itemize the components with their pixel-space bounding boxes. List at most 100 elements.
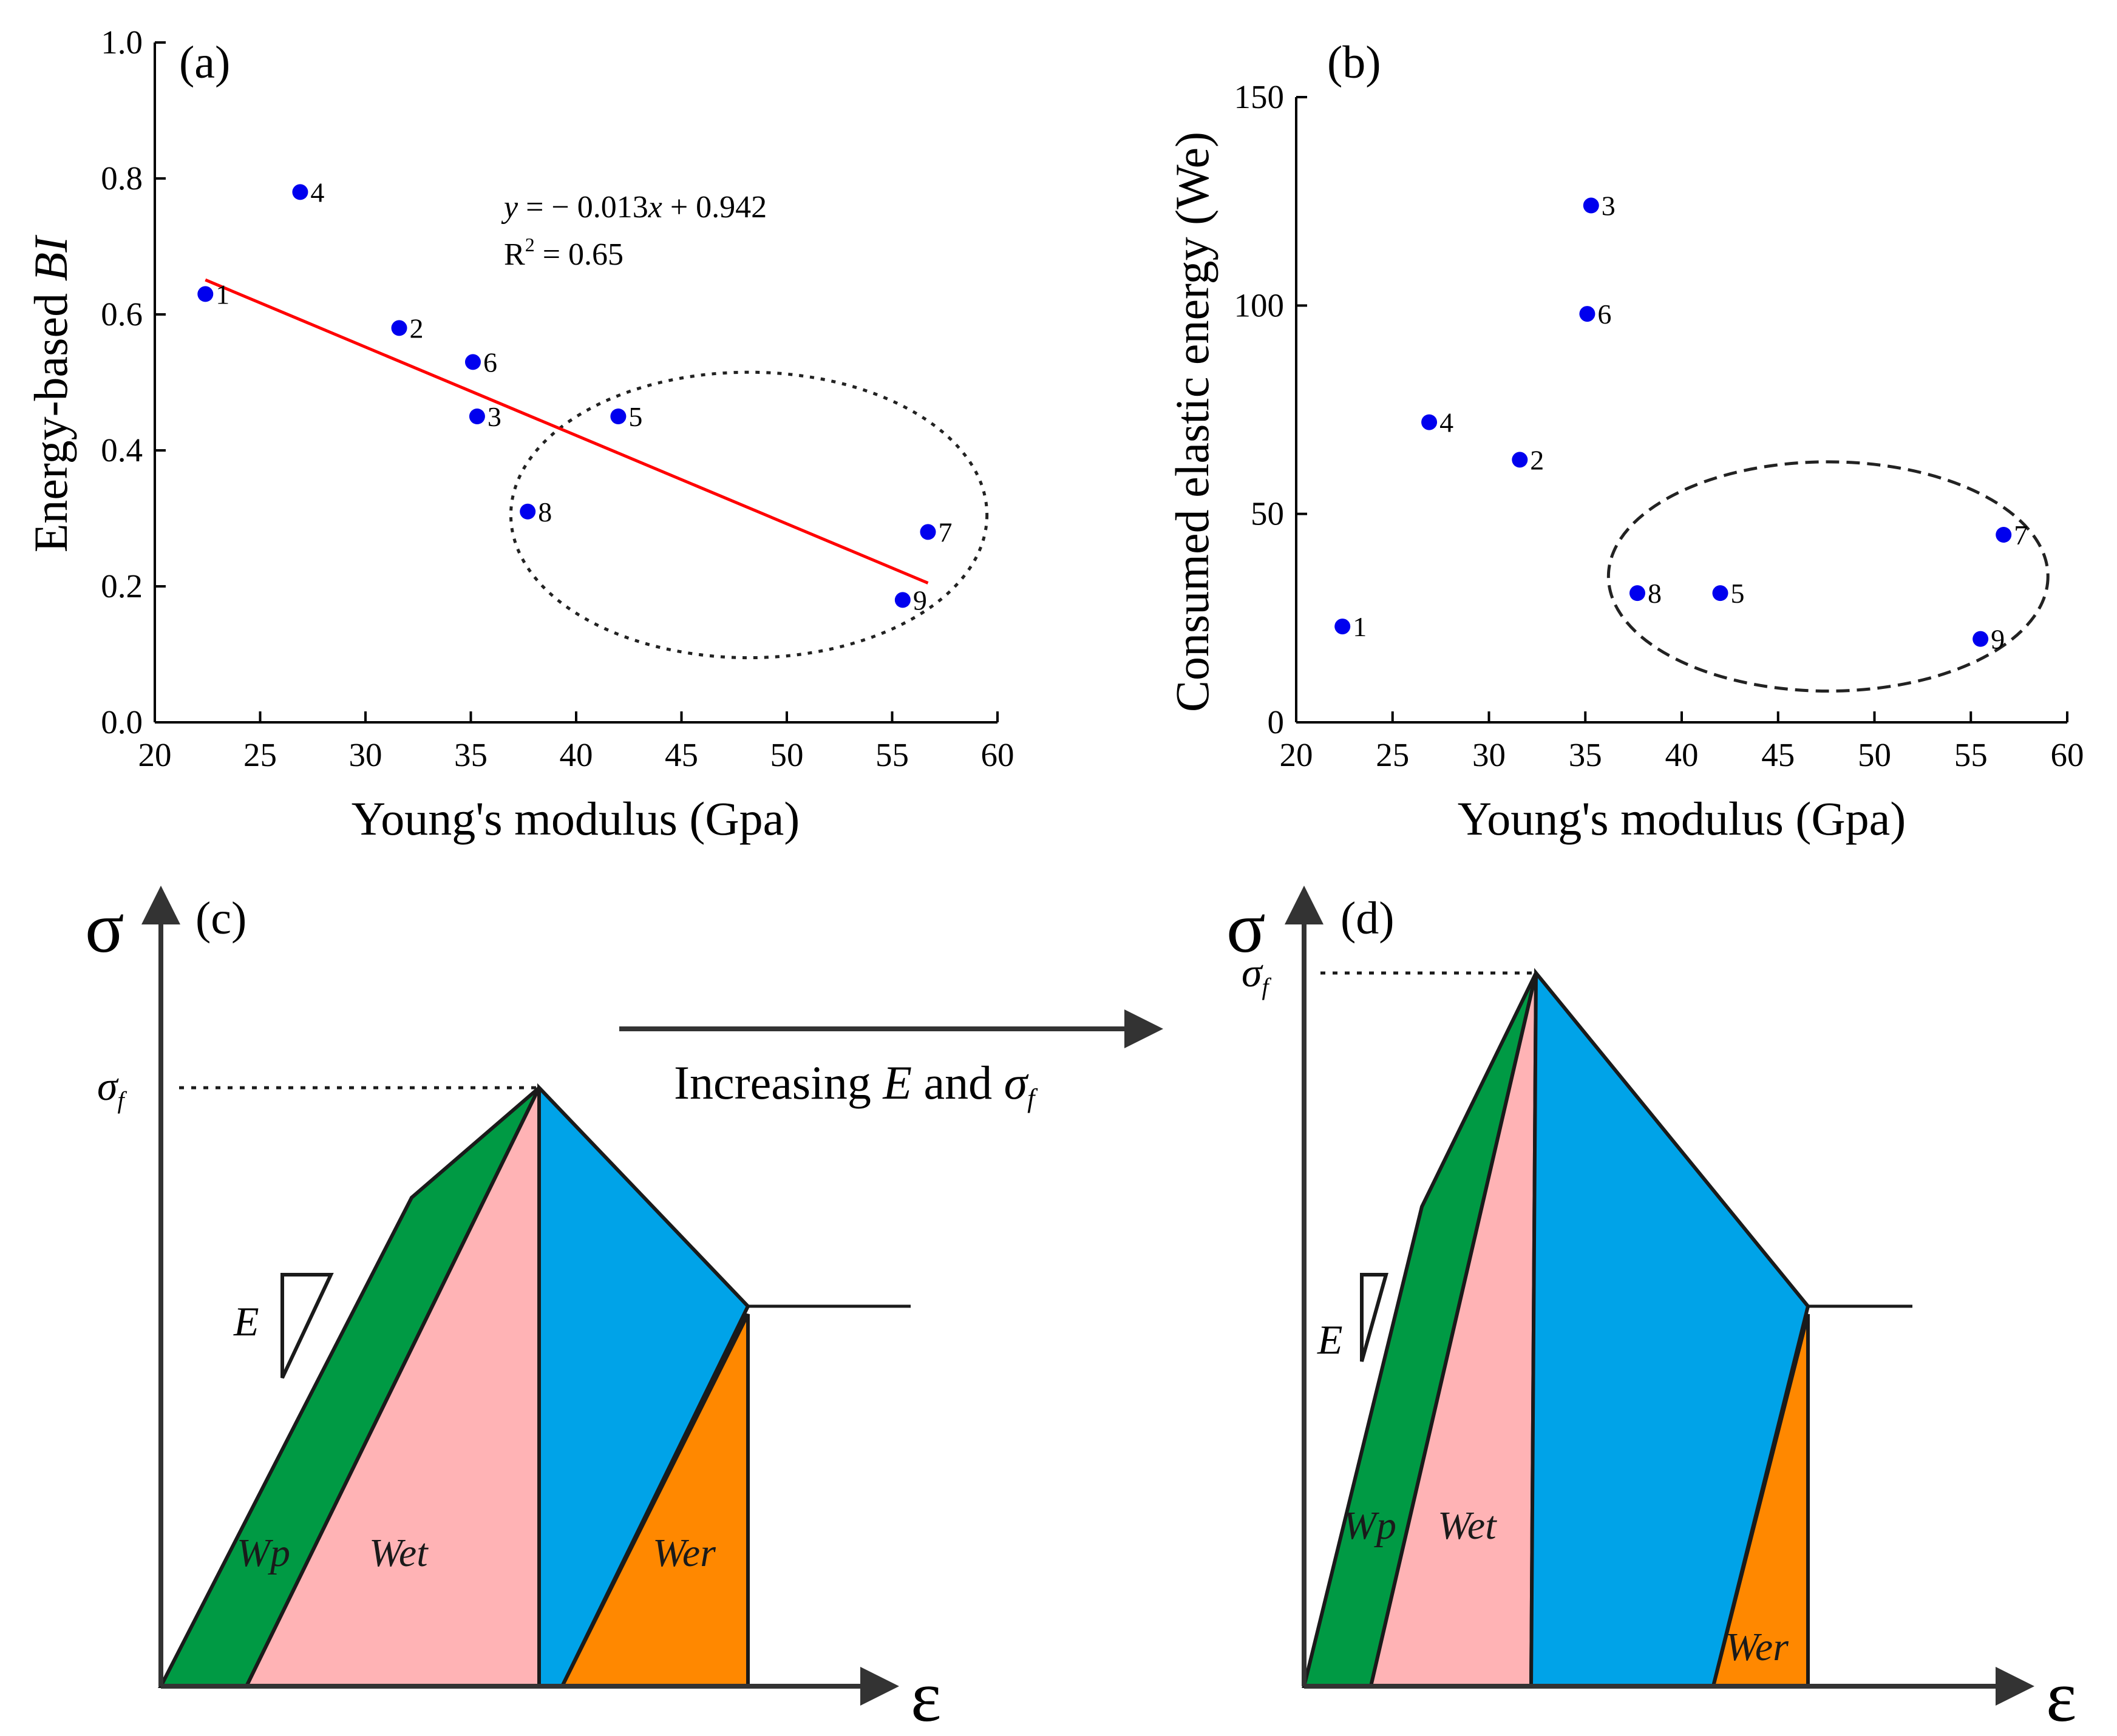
x-tick-label: 20 xyxy=(138,736,172,773)
panel-c-wet-label: Wet xyxy=(369,1531,429,1575)
data-point-2 xyxy=(1512,452,1528,468)
point-label-9: 9 xyxy=(913,585,927,615)
cluster-ellipse xyxy=(509,370,989,660)
increasing-sigma: σ xyxy=(1004,1056,1029,1109)
data-point-1 xyxy=(1334,619,1351,635)
x-tick-label: 60 xyxy=(2051,736,2084,773)
r2-sup: 2 xyxy=(525,234,535,256)
panel-c-wer-label: Wer xyxy=(653,1531,716,1575)
point-label-3: 3 xyxy=(488,401,501,432)
data-point-4 xyxy=(292,184,308,200)
panel-a-scatter: (a) 0.00.20.40.60.81.0 20 25 30 35 40 45 50 55 6… xyxy=(24,24,1014,845)
eq-tail: + 0.942 xyxy=(662,190,767,225)
panel-c-sigma: σ xyxy=(97,1063,119,1109)
x-tick-label: 25 xyxy=(1376,736,1409,773)
increasing-text: Increasing E and σf xyxy=(674,1056,1038,1113)
point-label-8: 8 xyxy=(1648,578,1662,609)
data-point-2 xyxy=(391,320,407,336)
panel-d-wp-label: Wp xyxy=(1343,1504,1396,1548)
point-label-7: 7 xyxy=(938,517,952,548)
x-tick-label: 55 xyxy=(875,736,909,773)
panel-a-axes xyxy=(154,42,997,724)
panel-b-axes xyxy=(1295,97,2067,724)
panel-d-sigma-sub: f xyxy=(1262,973,1272,1000)
x-tick-label: 40 xyxy=(1665,736,1699,773)
y-tick-label: 0.4 xyxy=(101,432,143,469)
data-point-6 xyxy=(1579,306,1595,322)
y-tick-label: 100 xyxy=(1234,287,1285,324)
cluster-ellipse xyxy=(1606,460,2050,693)
panel-a-ellipse xyxy=(509,370,989,660)
panel-b-x-ticks: 20 25 30 35 40 45 50 55 60 xyxy=(1280,711,2084,773)
panel-d-diagram: σ ε (d) σf E Wp Wet Wer xyxy=(1226,886,2076,1736)
point-label-2: 2 xyxy=(410,313,424,344)
y-tick-label: 0.8 xyxy=(101,160,143,197)
point-label-8: 8 xyxy=(538,497,552,527)
panel-c-stress-symbol: σ xyxy=(85,887,124,968)
panel-d-wet-label: Wet xyxy=(1438,1504,1497,1548)
panel-a-y-label-text: Energy-based xyxy=(24,281,77,552)
point-label-5: 5 xyxy=(1731,578,1745,609)
panel-c-wp-label: Wp xyxy=(237,1531,290,1575)
panel-d-wer-label: Wer xyxy=(1725,1625,1789,1669)
data-point-5 xyxy=(610,409,627,424)
panel-a-points: 1 2 3 4 5 6 7 8 9 xyxy=(197,177,952,615)
x-tick-label: 50 xyxy=(770,736,804,773)
point-label-6: 6 xyxy=(1597,299,1611,330)
panel-b-ellipse xyxy=(1606,460,2050,693)
panel-a-x-axis-label: Young's modulus (Gpa) xyxy=(352,792,800,845)
x-tick-label: 30 xyxy=(1472,736,1506,773)
data-point-3 xyxy=(469,409,485,424)
transition-arrow: Increasing E and σf xyxy=(619,1009,1163,1113)
data-point-1 xyxy=(197,286,214,302)
data-point-8 xyxy=(1629,585,1645,602)
panel-d-sigma: σ xyxy=(1242,949,1263,995)
modulus-triangle xyxy=(1360,1273,1388,1362)
y-tick-label: 0.0 xyxy=(101,704,143,741)
data-point-3 xyxy=(1583,197,1599,214)
increasing-e: E xyxy=(882,1056,912,1109)
y-tick-label: 1.0 xyxy=(101,24,143,61)
x-tick-label: 30 xyxy=(349,736,382,773)
eq-y: y xyxy=(501,190,518,225)
x-tick-label: 55 xyxy=(1954,736,1988,773)
panel-b-y-axis-label: Consumed elastic energy (We) xyxy=(1166,132,1218,712)
point-label-2: 2 xyxy=(1530,444,1544,475)
panel-d-strain-symbol: ε xyxy=(2046,1656,2076,1736)
x-tick-label: 20 xyxy=(1280,736,1313,773)
panel-c-modulus-label: E xyxy=(233,1298,259,1344)
point-label-7: 7 xyxy=(2014,520,2028,551)
panel-c-diagram: σ ε (c) σf E Wp Wet Wer xyxy=(85,886,941,1736)
panel-b-x-axis-label: Young's modulus (Gpa) xyxy=(1458,792,1906,845)
panel-a-y-axis-label: Energy-based BI xyxy=(24,234,77,553)
increasing-prefix: Increasing xyxy=(674,1056,883,1109)
point-label-4: 4 xyxy=(310,177,324,208)
x-tick-label: 45 xyxy=(1761,736,1795,773)
x-tick-label: 40 xyxy=(560,736,593,773)
y-tick-label: 150 xyxy=(1234,78,1285,115)
x-tick-label: 35 xyxy=(454,736,488,773)
modulus-triangle xyxy=(280,1273,334,1379)
regression-line xyxy=(205,278,929,585)
wet-region xyxy=(243,1087,541,1688)
panel-d-modulus-label: E xyxy=(1317,1317,1343,1363)
r2-tail: = 0.65 xyxy=(535,237,624,272)
panel-d-label: (d) xyxy=(1341,893,1395,944)
eq-rest: = − 0.013 xyxy=(518,190,648,225)
panel-d-peak-stress-label: σf xyxy=(1242,949,1272,1000)
point-label-4: 4 xyxy=(1439,407,1453,438)
x-tick-label: 35 xyxy=(1569,736,1602,773)
panel-a-label: (a) xyxy=(179,37,230,88)
increasing-and: and xyxy=(912,1056,1004,1109)
x-tick-label: 50 xyxy=(1858,736,1891,773)
x-tick-label: 45 xyxy=(665,736,698,773)
point-label-5: 5 xyxy=(628,401,642,432)
panel-c-peak-stress-label: σf xyxy=(97,1063,127,1114)
point-label-6: 6 xyxy=(483,347,497,378)
panel-c-strain-symbol: ε xyxy=(911,1656,941,1736)
y-tick-label: 0 xyxy=(1268,704,1285,741)
panel-a-equation: y = − 0.013x + 0.942 xyxy=(501,190,767,225)
increasing-sigma-sub: f xyxy=(1027,1083,1038,1113)
panel-b-y-ticks: 0 50 100 150 xyxy=(1234,78,1307,741)
